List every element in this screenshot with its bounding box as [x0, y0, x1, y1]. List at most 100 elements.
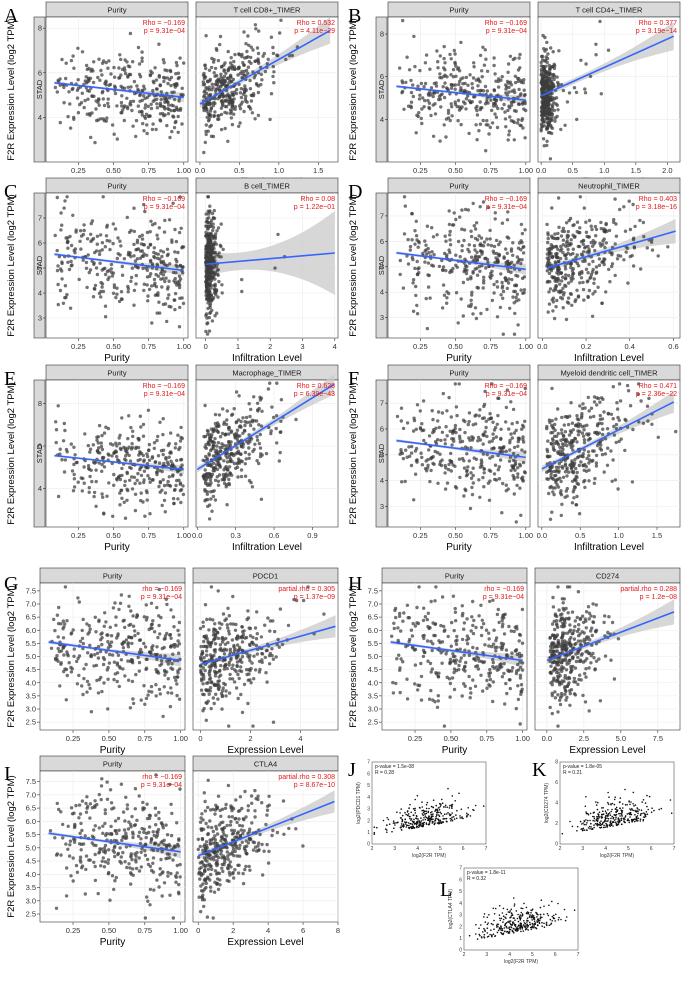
data-point — [97, 103, 101, 107]
data-point — [73, 247, 78, 251]
x-tick-label: 0.75 — [137, 734, 152, 743]
data-point — [609, 449, 613, 453]
x-axis-title: Infiltration Level — [232, 353, 302, 364]
regression-line — [54, 82, 184, 99]
data-point — [511, 100, 515, 104]
data-point — [204, 260, 208, 264]
y-tick-label: 5.0 — [26, 652, 36, 661]
data-point — [224, 444, 228, 448]
regression-line — [540, 35, 675, 97]
data-point — [516, 439, 520, 444]
data-point — [100, 447, 105, 452]
data-point — [239, 474, 244, 479]
data-point — [560, 279, 564, 283]
data-point — [416, 245, 420, 249]
data-point — [563, 430, 568, 434]
data-point — [453, 485, 458, 489]
data-point — [213, 250, 217, 254]
data-point — [121, 619, 125, 623]
y-tick-label: 5.5 — [26, 639, 36, 648]
cancer-strip — [33, 192, 46, 339]
data-point — [516, 274, 520, 278]
data-point — [243, 84, 247, 88]
data-point — [492, 472, 497, 476]
data-point — [409, 451, 414, 455]
data-point — [70, 469, 75, 473]
data-point — [107, 59, 111, 63]
data-point — [115, 458, 120, 462]
data-point — [420, 121, 424, 126]
data-point — [178, 482, 182, 486]
data-point — [141, 434, 146, 438]
stat-rho: rho = −0.169 — [142, 586, 182, 593]
data-point — [414, 284, 418, 289]
data-point — [431, 417, 435, 422]
data-point — [448, 229, 452, 234]
data-point — [205, 280, 209, 284]
data-point — [126, 106, 130, 111]
data-point — [98, 233, 103, 237]
data-point — [587, 250, 591, 254]
data-point — [580, 412, 584, 416]
data-point — [109, 262, 114, 267]
data-point — [89, 468, 93, 472]
data-point — [114, 295, 118, 300]
x-tick-label: 0.75 — [483, 342, 498, 351]
data-point — [604, 221, 608, 226]
y-tick-label: 7.5 — [26, 586, 36, 595]
data-point — [240, 69, 244, 74]
data-point — [207, 517, 212, 521]
data-point — [130, 679, 135, 684]
data-point — [595, 396, 599, 400]
data-point — [101, 495, 105, 499]
data-point — [522, 470, 527, 474]
data-point — [475, 250, 479, 254]
data-point — [603, 452, 608, 456]
data-point — [448, 118, 452, 123]
data-point — [172, 97, 177, 102]
stat-p: p = 9.31e−04 — [144, 391, 185, 398]
data-point — [576, 422, 580, 426]
data-point — [63, 585, 68, 589]
x-tick-label: 0.25 — [71, 531, 86, 540]
data-point — [571, 271, 576, 276]
data-point — [439, 438, 443, 443]
data-point — [222, 459, 226, 463]
data-point — [458, 88, 462, 93]
data-point — [73, 453, 77, 457]
data-point — [158, 663, 162, 668]
data-point — [420, 107, 424, 111]
data-point — [134, 134, 138, 139]
data-point — [521, 245, 525, 250]
data-point — [88, 112, 92, 116]
data-point — [546, 310, 550, 314]
data-point — [211, 225, 216, 230]
data-point — [465, 468, 469, 473]
data-point — [99, 117, 103, 121]
data-point — [256, 409, 260, 413]
data-point — [219, 127, 224, 132]
data-point — [58, 267, 63, 271]
data-point — [165, 631, 169, 636]
data-point — [556, 259, 561, 264]
data-point — [176, 639, 180, 643]
data-point — [479, 249, 483, 254]
data-point — [432, 81, 437, 86]
data-point — [517, 241, 522, 245]
data-point — [138, 234, 142, 239]
data-point — [163, 107, 167, 111]
data-point — [209, 252, 214, 257]
data-point — [87, 466, 91, 471]
data-point — [86, 76, 91, 81]
data-point — [205, 492, 209, 496]
y-tick-label: 4 — [38, 113, 42, 122]
data-point — [618, 399, 623, 403]
data-point — [252, 395, 256, 399]
data-point — [219, 222, 223, 226]
data-point — [545, 139, 549, 143]
data-point — [583, 87, 587, 91]
data-point — [142, 615, 146, 619]
data-point — [576, 429, 580, 433]
data-point — [95, 242, 100, 246]
